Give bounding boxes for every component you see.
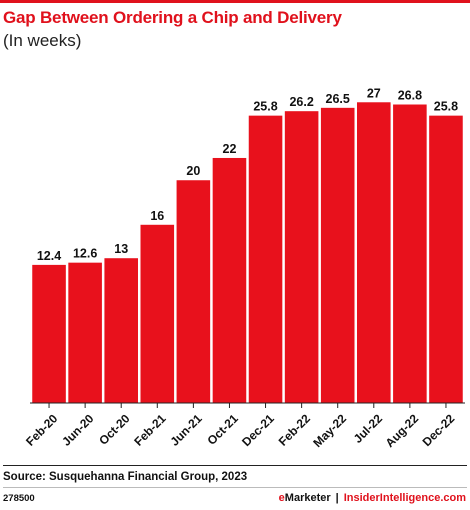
chart-title: Gap Between Ordering a Chip and Delivery bbox=[3, 8, 342, 27]
bar-chart: 12.4 12.6 13 16 20 22 25.8 26.2 26.5 27 26.8 25.8 F… bbox=[23, 86, 465, 450]
x-ticks-group bbox=[48, 403, 447, 408]
x-tick-label-aug-22: Aug-22 bbox=[383, 411, 422, 450]
brand-separator: | bbox=[335, 492, 339, 504]
x-tick-label-jul-22: Jul-22 bbox=[351, 411, 386, 446]
source-divider bbox=[3, 465, 467, 466]
x-tick-label-may-22: May-22 bbox=[310, 411, 349, 450]
x-tick-label-feb-20: Feb-20 bbox=[23, 411, 60, 448]
value-label-feb-20: 12.4 bbox=[37, 249, 61, 263]
x-tick-label-jun-20: Jun-20 bbox=[59, 411, 96, 448]
bar-jun-21 bbox=[176, 180, 211, 403]
bar-feb-21 bbox=[140, 224, 175, 403]
x-tick-label-feb-21: Feb-21 bbox=[131, 411, 168, 448]
bar-dec-21 bbox=[248, 115, 283, 403]
value-label-oct-21: 22 bbox=[223, 142, 237, 156]
brand-insider-intelligence: InsiderIntelligence.com bbox=[343, 492, 466, 504]
value-label-aug-22: 26.8 bbox=[398, 89, 422, 103]
bar-oct-20 bbox=[104, 258, 138, 403]
source-note: Source: Susquehanna Financial Group, 202… bbox=[3, 471, 248, 483]
footer-divider bbox=[3, 487, 467, 488]
x-tick-label-oct-21: Oct-21 bbox=[204, 411, 241, 448]
value-label-oct-20: 13 bbox=[114, 242, 128, 256]
value-labels-group: 12.4 12.6 13 16 20 22 25.8 26.2 26.5 27 26.8 25.8 bbox=[37, 86, 458, 263]
value-label-dec-21: 25.8 bbox=[253, 100, 277, 114]
x-tick-label-oct-20: Oct-20 bbox=[96, 411, 133, 448]
bar-may-22 bbox=[320, 107, 355, 403]
bar-dec-22 bbox=[429, 115, 463, 403]
bar-aug-22 bbox=[393, 104, 427, 403]
bar-oct-21 bbox=[212, 157, 247, 403]
x-tick-label-dec-21: Dec-21 bbox=[239, 411, 277, 449]
chart-subtitle: (In weeks) bbox=[3, 31, 82, 50]
value-label-feb-21: 16 bbox=[150, 209, 164, 223]
x-tick-label-jun-21: Jun-21 bbox=[167, 411, 204, 448]
bars-group bbox=[32, 102, 463, 403]
brand-footer: eMarketer | InsiderIntelligence.com bbox=[279, 492, 466, 504]
chart-id: 278500 bbox=[3, 493, 35, 504]
value-label-jun-21: 20 bbox=[186, 164, 200, 178]
value-label-dec-22: 25.8 bbox=[434, 100, 458, 114]
value-label-may-22: 26.5 bbox=[326, 92, 350, 106]
brand-emarketer-e: e bbox=[278, 492, 285, 504]
brand-emarketer-rest: Marketer bbox=[284, 492, 331, 504]
bar-feb-20 bbox=[32, 264, 66, 403]
bar-jun-20 bbox=[68, 262, 102, 403]
x-tick-label-feb-22: Feb-22 bbox=[276, 411, 313, 448]
top-accent-rule bbox=[0, 0, 470, 3]
value-label-jul-22: 27 bbox=[367, 86, 381, 100]
value-label-jun-20: 12.6 bbox=[73, 247, 97, 261]
bar-feb-22 bbox=[284, 111, 319, 403]
value-label-feb-22: 26.2 bbox=[289, 95, 313, 109]
bar-jul-22 bbox=[357, 102, 391, 403]
x-tick-label-dec-22: Dec-22 bbox=[420, 411, 458, 449]
